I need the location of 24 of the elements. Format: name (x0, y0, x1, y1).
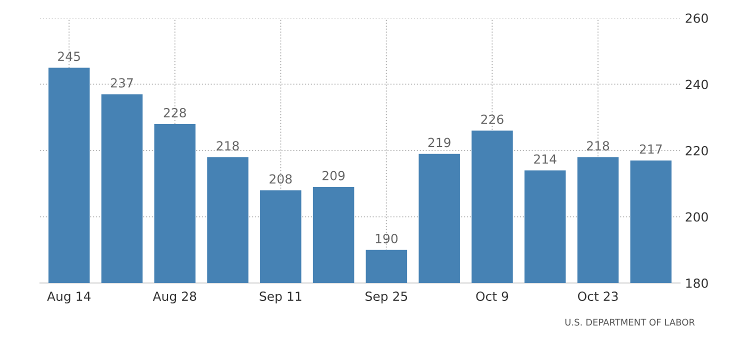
y-tick-label: 220 (686, 146, 708, 156)
y-tick-label: 180 (686, 278, 708, 288)
data-label: 237 (110, 78, 133, 88)
x-tick-label: Oct 23 (578, 292, 618, 302)
y-tick-label: 200 (686, 212, 708, 222)
x-tick-label: Aug 14 (47, 292, 91, 304)
x-tick-label: Oct 9 (476, 292, 508, 302)
x-tick-label: Sep 25 (366, 292, 408, 304)
data-label: 218 (216, 141, 239, 151)
data-label: 245 (58, 52, 80, 62)
y-tick-label: 260 (686, 13, 708, 23)
data-label: 208 (270, 174, 292, 184)
x-tick-label: Aug 28 (152, 292, 196, 304)
text: U.S. DEPARTMENT OF LABOR (565, 318, 695, 326)
data-label: 217 (640, 144, 662, 154)
data-label: 228 (164, 108, 186, 118)
data-label: 209 (322, 170, 345, 180)
data-label: 190 (376, 234, 398, 244)
data-label: 226 (481, 114, 504, 124)
y-tick-label: 240 (686, 80, 708, 90)
data-label: 219 (428, 138, 450, 148)
x-tick-label: Sep 11 (260, 292, 302, 304)
data-label: 214 (534, 154, 556, 164)
data-label: 218 (587, 141, 610, 151)
